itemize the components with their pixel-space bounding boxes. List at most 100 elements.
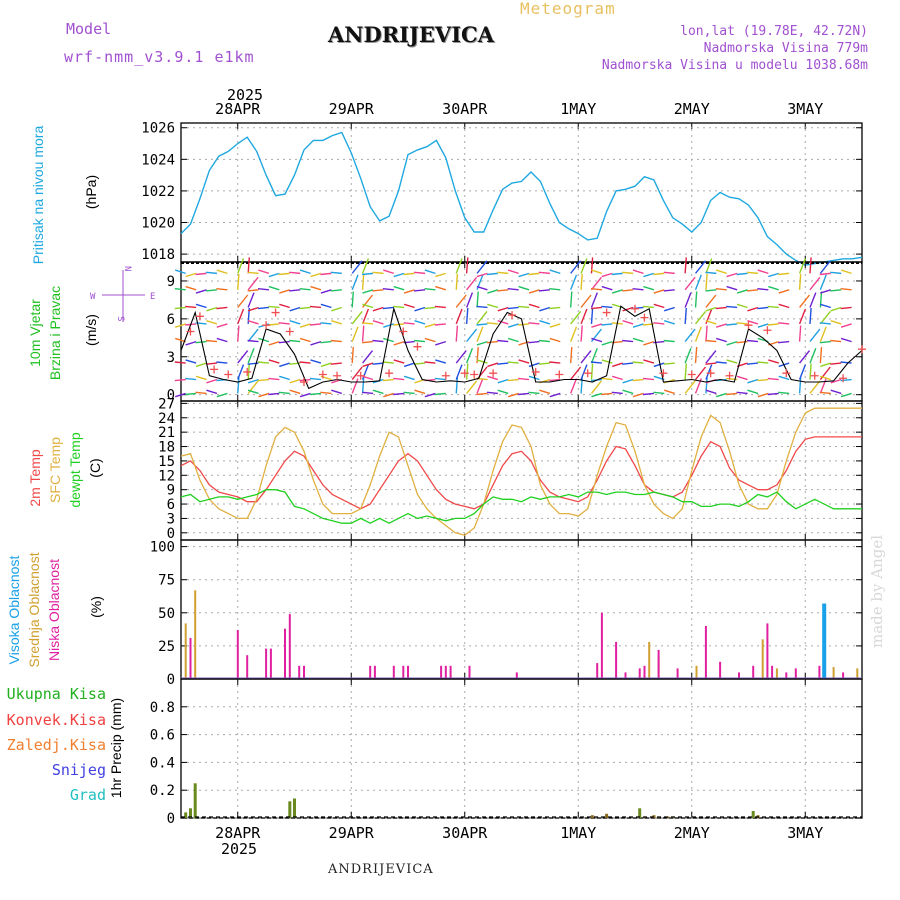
temp-axis-name-2m: 2m Temp [27, 449, 43, 507]
wind-gust-marker [285, 327, 294, 336]
wind-barb [694, 347, 698, 364]
meteogram-label: Meteogram [520, 0, 616, 18]
wind-barb [174, 323, 186, 328]
wind-barb [539, 389, 551, 395]
wind-barb [393, 377, 405, 381]
wind-barb [819, 340, 831, 344]
wind-barb [726, 272, 738, 278]
cloud-bar [265, 648, 268, 679]
wind-barb [653, 391, 665, 395]
wind-barb [653, 322, 665, 325]
wind-barb [362, 272, 374, 276]
wind-barb [632, 337, 644, 343]
wind-barb [268, 377, 280, 381]
wind-barb [694, 366, 707, 380]
wind-barb [434, 323, 446, 326]
cloud-bar [676, 668, 679, 679]
wind-barb [590, 307, 594, 324]
wind-barb [403, 375, 415, 381]
wind-barb [497, 306, 509, 312]
temp-line-0 [180, 436, 862, 510]
wind-barb [372, 389, 384, 395]
wind-barb [486, 340, 498, 344]
wind-barb [237, 364, 245, 380]
wind-barb [663, 339, 675, 343]
pressure-axis-unit: (hPa) [83, 175, 99, 209]
wind-barb [289, 389, 301, 395]
wind-barb [330, 362, 342, 365]
wind-barb [622, 306, 634, 312]
wind-barb [351, 260, 363, 274]
wind-barb [528, 391, 540, 395]
wind-barb [216, 323, 228, 328]
wind-barb [372, 320, 384, 325]
footer-station: ANDRIJEVICA [328, 862, 434, 877]
y-tick-label: 6 [167, 312, 175, 328]
temp-axis-name-dew: dewpt Temp [67, 432, 83, 507]
wind-barb [830, 271, 842, 275]
wind-barb [663, 289, 675, 292]
wind-barb [715, 361, 727, 364]
wind-barb [299, 392, 311, 398]
wind-barb [768, 285, 779, 291]
wind-barb [715, 288, 727, 291]
model-label: Model [66, 20, 112, 38]
pressure-line [180, 131, 863, 266]
wind-barb [289, 339, 301, 343]
wind-barb [611, 362, 623, 368]
wind-barb [507, 269, 519, 275]
y-tick-label: 100 [150, 540, 175, 556]
wind-barb [362, 303, 374, 309]
wind-barb [705, 320, 717, 325]
wind-barb [310, 285, 322, 291]
wind-barb [590, 288, 602, 291]
wind-barb [476, 392, 488, 396]
wind-barb [642, 377, 654, 381]
wind-barb [435, 359, 447, 364]
wind-barb [705, 362, 717, 365]
wind-barb [799, 350, 811, 364]
wind-barb [798, 258, 807, 274]
wind-barb [632, 378, 644, 382]
wind-barb [185, 359, 197, 364]
cloud-bar [440, 665, 443, 679]
wind-barb [518, 377, 530, 381]
cloud-bar [284, 628, 286, 679]
cloud-axis-unit: (%) [88, 596, 104, 618]
wind-barb [174, 269, 186, 275]
wind-barb [518, 285, 530, 291]
wind-barb [465, 347, 474, 364]
panel-frame-clouds [180, 539, 863, 680]
wind-barb [320, 340, 332, 344]
wind-barb [393, 272, 405, 278]
wind-barb [622, 389, 634, 395]
wind-barb [549, 378, 561, 382]
wind-barb [383, 323, 395, 328]
wind-barb [195, 362, 207, 368]
wind-barb [580, 364, 588, 380]
wind-barb [466, 276, 478, 291]
wind-barb [174, 288, 186, 291]
wind-barb [705, 350, 717, 364]
wind-barb [518, 340, 530, 346]
wind-barb [757, 392, 769, 398]
wind-barb [778, 391, 790, 395]
cloud-bar [738, 672, 740, 679]
wind-barb [424, 337, 436, 343]
y-tick-label: 9 [167, 274, 175, 290]
wind-gust-marker [441, 371, 450, 380]
wind-barb [705, 325, 708, 342]
wind-barb [424, 323, 436, 328]
wind-barb [424, 392, 436, 398]
wind-barb [247, 292, 255, 308]
wind-barb [538, 362, 550, 365]
wind-barb [518, 323, 530, 326]
wind-barb [591, 392, 603, 398]
y-tick-label: 0 [167, 811, 175, 827]
wind-barb [819, 347, 823, 364]
wind-barb [435, 272, 447, 278]
wind-barb [799, 294, 811, 308]
wind-barb [819, 326, 827, 342]
wind-barb [289, 306, 301, 312]
wind-barb [507, 361, 519, 364]
